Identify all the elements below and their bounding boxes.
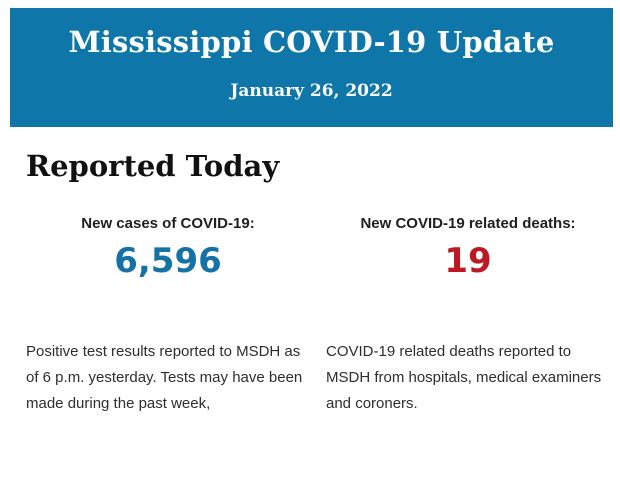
banner-title: Mississippi COVID-19 Update [68, 24, 555, 59]
new-deaths-value: 19 [444, 241, 492, 281]
new-cases-description: Positive test results reported to MSDH a… [26, 343, 303, 412]
banner-date: January 26, 2022 [230, 80, 393, 101]
header-banner: Mississippi COVID-19 Update January 26, … [10, 8, 613, 127]
stat-new-cases: New cases of COVID-19: 6,596 Positive te… [26, 215, 310, 417]
new-cases-label: New cases of COVID-19: [81, 215, 255, 232]
stat-new-deaths: New COVID-19 related deaths: 19 COVID-19… [326, 215, 610, 417]
new-cases-value: 6,596 [114, 241, 222, 281]
new-deaths-description: COVID-19 related deaths reported to MSDH… [326, 343, 602, 412]
section-heading: Reported Today [26, 149, 280, 183]
stats-row: New cases of COVID-19: 6,596 Positive te… [26, 215, 610, 417]
covid-update-page: Mississippi COVID-19 Update January 26, … [0, 8, 620, 491]
new-deaths-label: New COVID-19 related deaths: [360, 215, 576, 232]
